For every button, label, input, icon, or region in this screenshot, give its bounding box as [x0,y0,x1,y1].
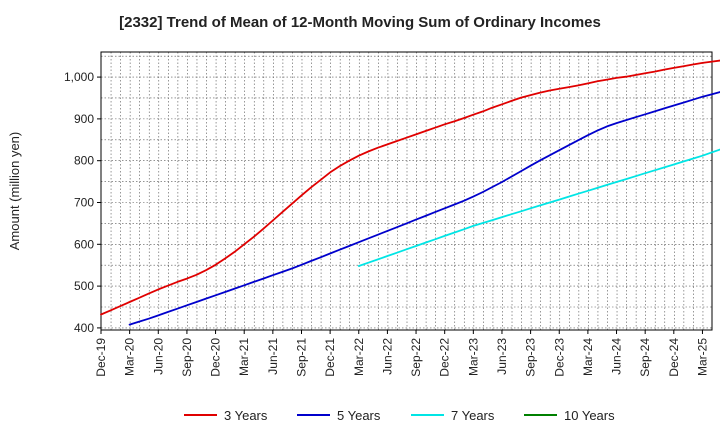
grid [101,52,712,330]
x-tick-label: Dec-20 [209,338,223,377]
x-tick-label: Jun-21 [266,338,280,375]
y-tick-label: 400 [74,321,94,335]
x-tick-label: Jun-20 [151,338,165,375]
x-tick-label: Sep-20 [180,338,194,377]
chart-title: [2332] Trend of Mean of 12-Month Moving … [119,14,601,31]
x-tick-label: Jun-23 [495,338,509,375]
x-tick-label: Mar-20 [123,338,137,376]
y-tick-label: 700 [74,195,94,209]
x-tick-label: Mar-22 [352,338,366,376]
x-tick-label: Sep-24 [638,338,652,377]
x-tick-label: Sep-21 [294,338,308,377]
legend-label: 7 Years [451,408,495,423]
series-line-3-years [100,59,720,316]
x-axis: Dec-19 Mar-20 Jun-20 Sep-20 Dec-20 Mar-21 Jun-… [94,330,709,377]
plot-frame [100,51,713,331]
x-tick-label: Mar-21 [237,338,251,376]
x-tick-label: Mar-25 [695,338,709,376]
y-tick-label: 900 [74,112,94,126]
series-group [100,59,720,326]
y-tick-label: 1,000 [64,70,94,84]
x-tick-label: Dec-21 [323,338,337,377]
x-tick-label: Dec-22 [438,338,452,377]
x-tick-label: Dec-19 [94,338,108,377]
y-axis: 400 500 600 700 800 900 1,000 [64,70,101,335]
x-tick-label: Mar-23 [466,338,480,376]
x-tick-label: Dec-24 [667,338,681,377]
x-tick-label: Sep-23 [524,338,538,377]
series-line-7-years [357,148,720,267]
x-tick-label: Jun-24 [610,338,624,375]
x-tick-label: Jun-22 [380,338,394,375]
x-tick-label: Mar-24 [581,338,595,376]
y-axis-title: Amount (million yen) [7,132,22,251]
y-tick-label: 600 [74,237,94,251]
x-tick-label: Dec-23 [552,338,566,377]
x-tick-label: Sep-22 [409,338,423,377]
y-tick-label: 500 [74,279,94,293]
legend-label: 3 Years [224,408,268,423]
series-line-5-years [128,91,720,326]
y-tick-label: 800 [74,154,94,168]
legend-label: 10 Years [564,408,615,423]
legend: 3 Years 5 Years 7 Years 10 Years [184,408,615,423]
legend-label: 5 Years [337,408,381,423]
